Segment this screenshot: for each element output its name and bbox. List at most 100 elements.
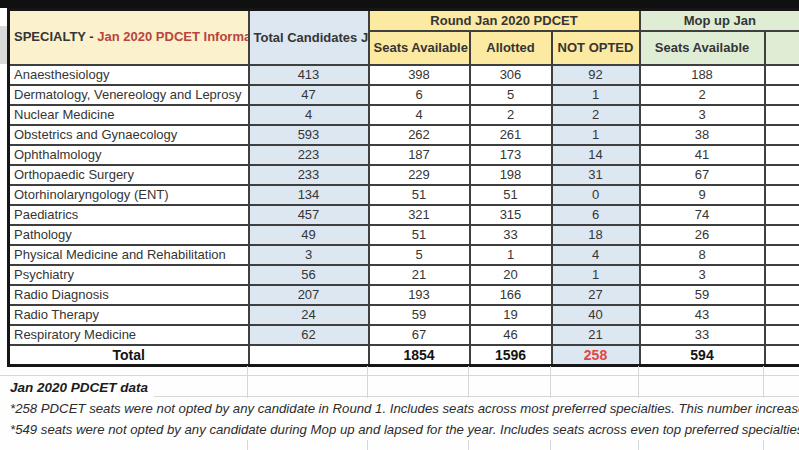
total-candidates-cell: 47 [249,85,369,105]
seats-available-cell: 59 [369,305,470,325]
table-row: Dermatology, Venereology and Leprosy4765… [9,85,799,105]
specialty-cell: Paediatrics [9,205,249,225]
not-opted-cell: 14 [552,145,640,165]
mopup-seats-available-cell: 41 [640,145,765,165]
total-allotted-cell: 1596 [470,345,552,366]
footer-title: Jan 2020 PDCET data [0,377,154,398]
not-opted-cell: 27 [552,285,640,305]
empty-cell [765,145,799,165]
mopup-seats-available-cell: 2 [640,85,765,105]
footer-title-row: Jan 2020 PDCET data [0,376,799,397]
empty-cell [765,225,799,245]
mopup-seats-available-cell: 3 [640,105,765,125]
total-empty-cell [765,345,799,366]
mopup-seats-available-header: Seats Available [640,31,765,65]
not-opted-cell: 92 [552,65,640,85]
specialty-cell: Nuclear Medicine [9,105,249,125]
seats-available-cell: 6 [369,85,470,105]
mopup-banner: Mop up Jan [640,10,799,31]
table-row: Otorhinolaryngology (ENT)134515109 [9,185,799,205]
specialty-cell: Obstetrics and Gynaecology [9,125,249,145]
specialty-cell: Respiratory Medicine [9,325,249,345]
table-row: Ophthalmology2231871731441 [9,145,799,165]
total-candidates-cell: 62 [249,325,369,345]
specialty-cell: Orthopaedic Surgery [9,165,249,185]
not-opted-cell: 1 [552,125,640,145]
empty-cell [765,265,799,285]
table-row: Obstetrics and Gynaecology593262261138 [9,125,799,145]
specialty-header: SPECIALTY - Jan 2020 PDCET Information [9,10,249,65]
specialty-cell: Radio Therapy [9,305,249,325]
total-candidates-cell: 457 [249,205,369,225]
mopup-seats-available-cell: 38 [640,125,765,145]
mopup-seats-available-cell: 9 [640,185,765,205]
not-opted-cell: 40 [552,305,640,325]
pdcet-table: SPECIALTY - Jan 2020 PDCET Information T… [7,8,799,367]
specialty-cell: Ophthalmology [9,145,249,165]
total-label-cell: Total [9,345,249,366]
seats-available-cell: 321 [369,205,470,225]
empty-cell [765,205,799,225]
specialty-cell: Physical Medicine and Rehabilitation [9,245,249,265]
empty-cell [765,325,799,345]
not-opted-cell: 6 [552,205,640,225]
total-candidates-cell: 4 [249,105,369,125]
mopup-seats-available-cell: 3 [640,265,765,285]
seats-available-cell: 262 [369,125,470,145]
not-opted-cell: 2 [552,105,640,125]
not-opted-cell: 0 [552,185,640,205]
table-row: Paediatrics457321315674 [9,205,799,225]
footer-note-549: *549 seats were not opted by any candida… [0,419,799,440]
total-candidates-cell: 207 [249,285,369,305]
total-candidates-cell: 24 [249,305,369,325]
empty-cell [765,305,799,325]
allotted-cell: 19 [470,305,552,325]
mopup-seats-available-cell: 67 [640,165,765,185]
mopup-seats-available-cell: 59 [640,285,765,305]
not-opted-cell: 4 [552,245,640,265]
seats-available-cell: 4 [369,105,470,125]
not-opted-cell: 21 [552,325,640,345]
table-row: Physical Medicine and Rehabilitation3514… [9,245,799,265]
total-mopup-seats-cell: 594 [640,345,765,366]
total-candidates-cell: 56 [249,265,369,285]
seats-available-cell: 51 [369,185,470,205]
specialty-cell: Dermatology, Venereology and Leprosy [9,85,249,105]
total-candidates-cell [249,345,369,366]
total-candidates-cell: 49 [249,225,369,245]
empty-cell [765,105,799,125]
mopup-seats-available-cell: 74 [640,205,765,225]
not-opted-cell: 31 [552,165,640,185]
total-row: Total 1854 1596 258 594 [9,345,799,366]
mopup-seats-available-cell: 8 [640,245,765,265]
empty-cell [765,65,799,85]
specialty-cell: Psychiatry [9,265,249,285]
not-opted-cell: 1 [552,85,640,105]
allotted-cell: 261 [470,125,552,145]
specialty-cell: Otorhinolaryngology (ENT) [9,185,249,205]
seats-available-header: Seats Available [369,31,470,65]
footer-blank-row [0,366,799,376]
seats-available-cell: 229 [369,165,470,185]
table-row: Orthopaedic Surgery2332291983167 [9,165,799,185]
seats-available-cell: 21 [369,265,470,285]
empty-cell [765,185,799,205]
total-candidates-cell: 3 [249,245,369,265]
allotted-cell: 5 [470,85,552,105]
empty-cell [765,285,799,305]
mopup-seats-available-cell: 43 [640,305,765,325]
total-candidates-cell: 413 [249,65,369,85]
footer-note1-row: *258 PDCET seats were not opted by any c… [0,397,799,418]
total-candidates-cell: 593 [249,125,369,145]
allotted-cell: 46 [470,325,552,345]
allotted-cell: 51 [470,185,552,205]
specialty-header-black: SPECIALTY - [14,29,97,44]
total-not-opted-cell: 258 [552,345,640,366]
empty-cell [765,125,799,145]
table-row: Psychiatry56212013 [9,265,799,285]
not-opted-header: NOT OPTED [552,31,640,65]
total-candidates-cell: 223 [249,145,369,165]
allotted-cell: 315 [470,205,552,225]
allotted-cell: 20 [470,265,552,285]
specialty-cell: Pathology [9,225,249,245]
